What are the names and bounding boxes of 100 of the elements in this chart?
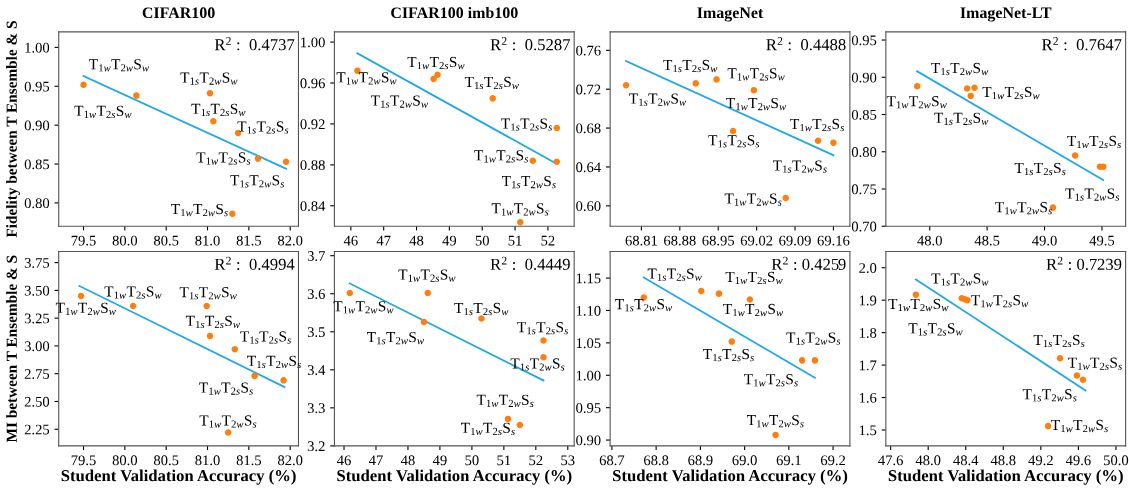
y-tick-label: 0.80 xyxy=(851,147,877,158)
y-tick-label: 0.76 xyxy=(576,45,601,56)
annotation: T$_{1w}$T$_{2s}$S$_{w}$ xyxy=(407,56,465,70)
annotation: T$_{1w}$T$_{2w}$S$_{s}$ xyxy=(171,203,228,217)
annotation: T$_{1s}$T$_{2w}$S$_{w}$ xyxy=(180,72,238,85)
y-axis-title: MI between T Ensemble & S xyxy=(6,255,17,443)
x-tick-label: 46 xyxy=(343,235,358,246)
point xyxy=(967,92,974,100)
point xyxy=(622,82,630,89)
y-tick-label: 1.15 xyxy=(576,273,601,284)
annotation: T$_{1w}$T$_{2s}$S$_{w}$ xyxy=(104,286,162,299)
x-tick-label: 68.8 xyxy=(644,455,669,466)
annotation: R$^{2}$ : 0.7647 xyxy=(1042,37,1122,51)
x-axis-title: Student Validation Accuracy (%) xyxy=(888,469,1123,485)
annotation: T$_{1w}$T$_{2s}$S$_{s}$ xyxy=(199,382,253,395)
chart-title: ImageNet xyxy=(697,7,764,22)
x-tick-label: 80.0 xyxy=(112,235,138,246)
point xyxy=(1073,372,1081,379)
point xyxy=(782,194,789,202)
annotation: T$_{1s}$T$_{2w}$S$_{w}$ xyxy=(931,273,989,286)
x-tick-label: 79.5 xyxy=(71,235,96,246)
point xyxy=(971,84,978,91)
point xyxy=(913,82,921,90)
annotation: T$_{1w}$T$_{2s}$S$_{w}$ xyxy=(982,86,1040,100)
annotation: R$^{2}$ : 0.4737 xyxy=(214,37,295,51)
x-tick-label: 82.0 xyxy=(277,235,303,246)
y-tick-label: 0.60 xyxy=(576,201,601,212)
x-tick-label: 53 xyxy=(561,455,575,466)
annotation: T$_{1w}$T$_{2w}$S$_{s}$ xyxy=(476,394,534,408)
x-tick-label: 68.81 xyxy=(625,235,657,246)
y-tick-label: 0.64 xyxy=(576,162,601,173)
point xyxy=(715,290,723,297)
y-tick-label: 0.88 xyxy=(300,160,325,171)
y-tick-label: 0.70 xyxy=(851,221,877,232)
annotation: T$_{1s}$T$_{2w}$S$_{s}$ xyxy=(772,160,827,173)
annotation: T$_{1w}$T$_{2s}$S$_{s}$ xyxy=(790,118,845,132)
point xyxy=(206,332,214,340)
point xyxy=(772,431,779,439)
x-tick-label: 79.5 xyxy=(71,455,96,466)
x-tick-label: 47 xyxy=(368,455,383,466)
x-tick-label: 69.02 xyxy=(740,235,773,246)
annotation: R$^{2}$ : 0.4488 xyxy=(766,37,846,51)
annotation: T$_{1s}$T$_{2w}$S$_{s}$ xyxy=(247,355,301,369)
annotation: T$_{1w}$T$_{2s}$S$_{w}$ xyxy=(727,68,785,81)
annotation: R$^{2}$ : 0.5287 xyxy=(490,37,571,51)
x-tick-label: 51 xyxy=(497,455,511,466)
x-tick-label: 48.0 xyxy=(915,455,941,466)
y-tick-label: 1.9 xyxy=(859,295,877,306)
annotation: T$_{1s}$T$_{2w}$S$_{w}$ xyxy=(370,95,428,108)
x-tick-label: 48.4 xyxy=(953,455,979,466)
annotation: T$_{1s}$T$_{2s}$S$_{w}$ xyxy=(934,112,989,125)
x-tick-label: 49.2 xyxy=(1028,455,1053,466)
point xyxy=(346,289,354,297)
x-tick-label: 47.6 xyxy=(878,455,903,466)
annotation: T$_{1s}$T$_{2s}$S$_{w}$ xyxy=(191,103,246,117)
chart-title: ImageNet-LT xyxy=(960,7,1052,22)
annotation: T$_{1w}$T$_{2w}$S$_{s}$ xyxy=(199,415,257,428)
y-tick-label: 1.00 xyxy=(576,370,601,381)
annotation: T$_{1s}$T$_{2w}$S$_{s}$ xyxy=(1022,389,1077,402)
point xyxy=(516,421,524,429)
y-axis-title: Fidelity between T Ensemble & S xyxy=(6,21,20,238)
point xyxy=(553,124,561,132)
x-tick-label: 48 xyxy=(400,455,415,466)
point xyxy=(251,372,258,380)
x-tick-label: 49 xyxy=(432,455,447,466)
point xyxy=(206,90,214,97)
annotation: T$_{1s}$T$_{2w}$S$_{w}$ xyxy=(615,299,673,312)
y-tick-label: 3.3 xyxy=(307,403,325,414)
y-tick-label: 1.6 xyxy=(859,392,877,403)
y-tick-label: 3.00 xyxy=(24,341,50,352)
annotation: T$_{1w}$T$_{2w}$S$_{w}$ xyxy=(886,96,947,109)
x-tick-label: 69.0 xyxy=(732,455,757,466)
point xyxy=(750,86,758,94)
annotation: T$_{1w}$T$_{2w}$S$_{s}$ xyxy=(995,202,1052,215)
point xyxy=(80,81,87,88)
y-tick-label: 0.72 xyxy=(576,84,601,95)
x-tick-label: 49.5 xyxy=(1089,235,1115,246)
x-tick-label: 46 xyxy=(337,455,351,466)
y-tick-label: 0.90 xyxy=(24,120,50,131)
x-tick-label: 81.5 xyxy=(236,235,262,246)
y-tick-label: 3.2 xyxy=(307,441,325,452)
y-tick-label: 1.5 xyxy=(859,425,877,436)
y-tick-label: 1.8 xyxy=(859,328,877,338)
point xyxy=(254,155,262,162)
annotation: T$_{1w}$T$_{2w}$S$_{w}$ xyxy=(888,298,949,312)
point xyxy=(434,71,441,79)
point xyxy=(912,291,920,298)
x-tick-label: 68.9 xyxy=(688,455,713,466)
y-tick-label: 1.05 xyxy=(576,338,601,349)
x-tick-label: 80.5 xyxy=(153,455,179,466)
x-tick-label: 80.0 xyxy=(112,455,138,466)
annotation: T$_{1w}$T$_{2s}$S$_{s}$ xyxy=(196,152,251,165)
point xyxy=(210,118,217,125)
annotation: T$_{1w}$T$_{2s}$S$_{s}$ xyxy=(474,150,529,163)
point xyxy=(692,80,699,87)
point xyxy=(517,218,524,226)
y-tick-label: 2.50 xyxy=(24,396,50,407)
annotation: T$_{1w}$T$_{2s}$S$_{s}$ xyxy=(744,374,798,387)
annotation: R$^{2}$ : 0.4259 xyxy=(771,256,846,271)
point xyxy=(280,377,287,384)
